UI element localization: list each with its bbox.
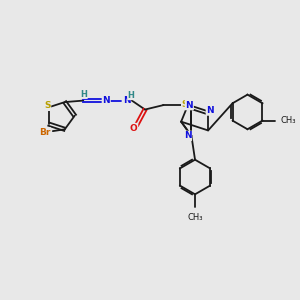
- Text: N: N: [185, 100, 193, 109]
- Text: N: N: [102, 96, 110, 105]
- Text: N: N: [184, 131, 191, 140]
- Text: N: N: [123, 96, 130, 105]
- Text: CH₃: CH₃: [187, 213, 203, 222]
- Text: N: N: [206, 106, 214, 115]
- Text: S: S: [44, 101, 50, 110]
- Text: H: H: [80, 89, 87, 98]
- Text: Br: Br: [39, 128, 50, 137]
- Text: CH₃: CH₃: [280, 116, 296, 125]
- Text: O: O: [130, 124, 137, 133]
- Text: H: H: [128, 91, 134, 100]
- Text: S: S: [182, 100, 188, 109]
